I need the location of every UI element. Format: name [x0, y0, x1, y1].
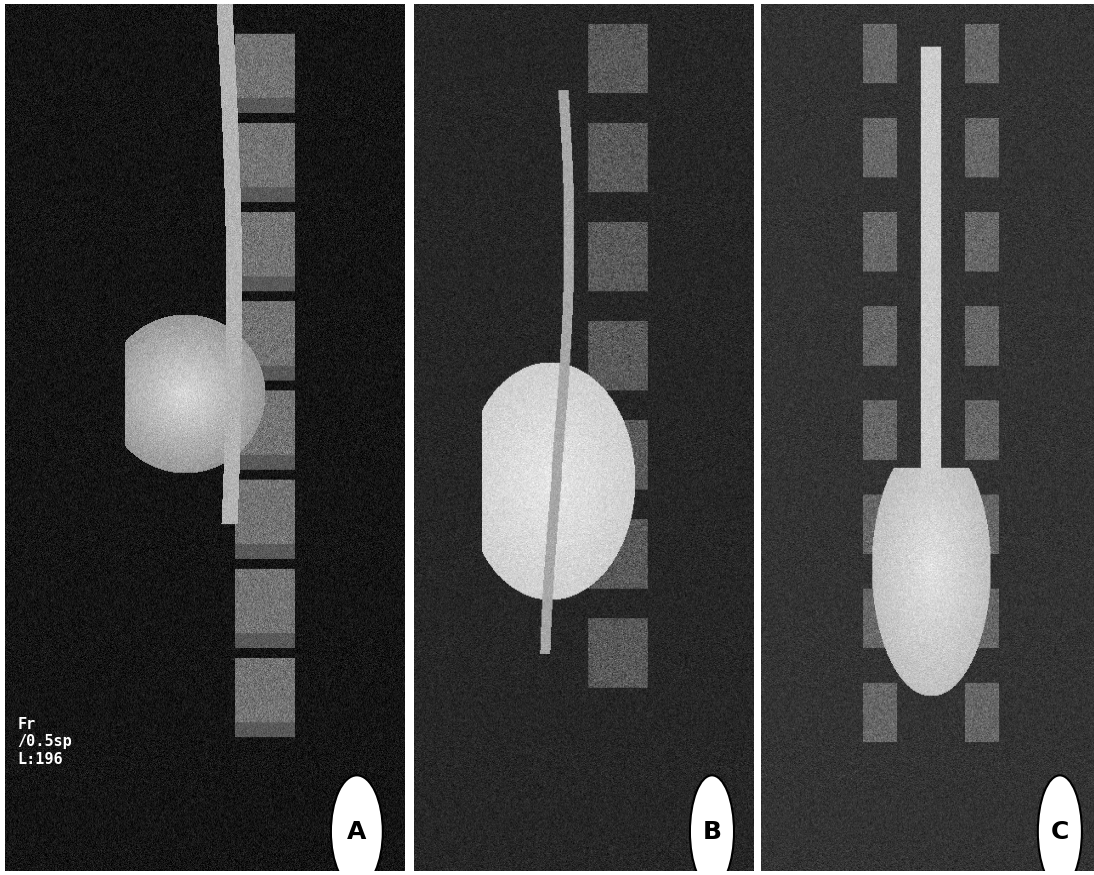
Circle shape: [690, 775, 734, 875]
Circle shape: [1038, 775, 1082, 875]
Text: A: A: [347, 820, 366, 843]
Text: C: C: [1050, 820, 1069, 843]
Text: Fr
/0.5sp
L:196: Fr /0.5sp L:196: [18, 717, 72, 766]
Text: B: B: [702, 820, 721, 843]
Circle shape: [330, 775, 383, 875]
